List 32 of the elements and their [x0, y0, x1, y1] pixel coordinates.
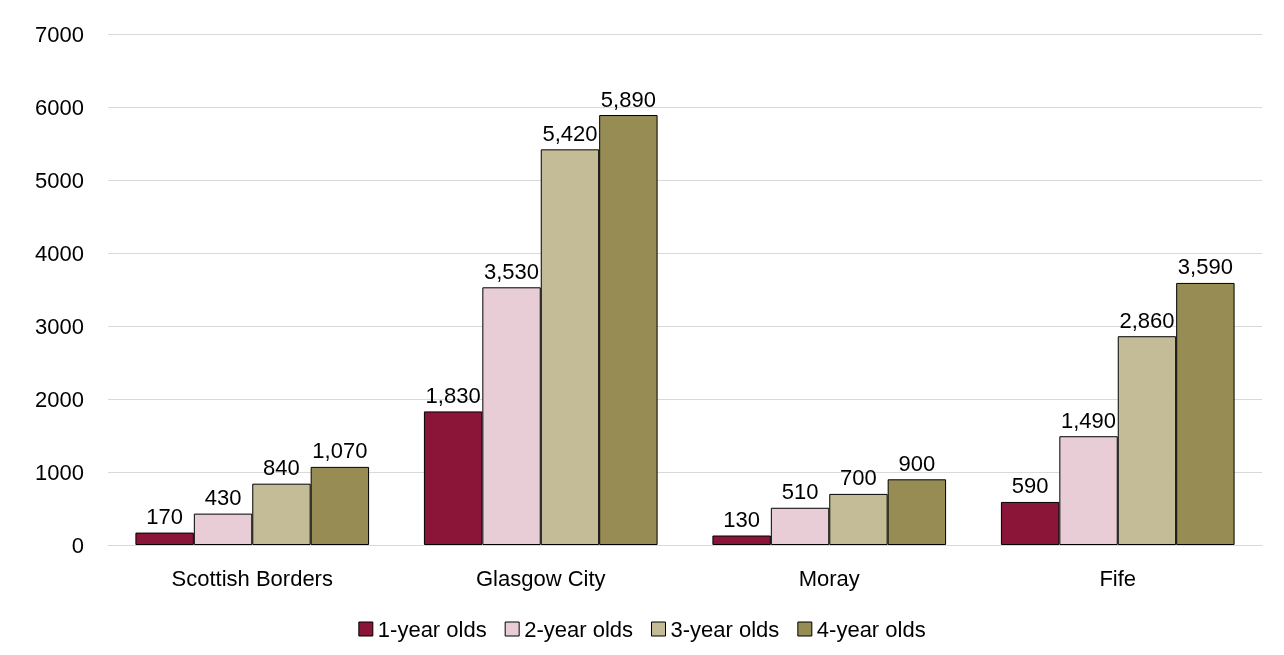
data-label: 430: [204, 485, 242, 511]
y-tick-label: 5000: [35, 167, 84, 193]
data-label: 3,590: [1177, 254, 1233, 280]
y-tick-label: 6000: [35, 94, 84, 120]
y-tick-label: 1000: [35, 459, 84, 485]
y-tick-label: 2000: [35, 386, 84, 412]
x-tick-label: Moray: [798, 565, 860, 591]
data-label: 590: [1011, 473, 1049, 499]
x-tick-label: Glasgow City: [475, 565, 606, 591]
y-tick-label: 3000: [35, 313, 84, 339]
data-label: 900: [898, 450, 936, 476]
data-label: 700: [840, 465, 877, 491]
x-tick-label: Fife: [1099, 565, 1137, 591]
y-tick-label: 4000: [35, 240, 84, 266]
y-tick-label: 7000: [35, 21, 84, 47]
legend-label: 3-year olds: [670, 616, 780, 642]
y-tick-label: 0: [71, 532, 84, 558]
data-label: 840: [263, 455, 300, 481]
data-label: 130: [723, 507, 760, 533]
data-label: 1,490: [1061, 407, 1117, 433]
data-label: 1,070: [312, 438, 368, 464]
legend-label: 4-year olds: [816, 616, 926, 642]
data-label: 1,830: [425, 382, 481, 408]
data-label: 2,860: [1119, 307, 1175, 333]
legend-label: 2-year olds: [524, 616, 634, 642]
data-label: 3,530: [484, 258, 540, 284]
x-tick-label: Scottish Borders: [171, 565, 333, 591]
data-label: 5,420: [542, 120, 598, 146]
data-label: 5,890: [600, 86, 656, 112]
data-label: 510: [781, 479, 819, 505]
legend-label: 1-year olds: [377, 616, 487, 642]
data-label: 170: [146, 504, 183, 530]
